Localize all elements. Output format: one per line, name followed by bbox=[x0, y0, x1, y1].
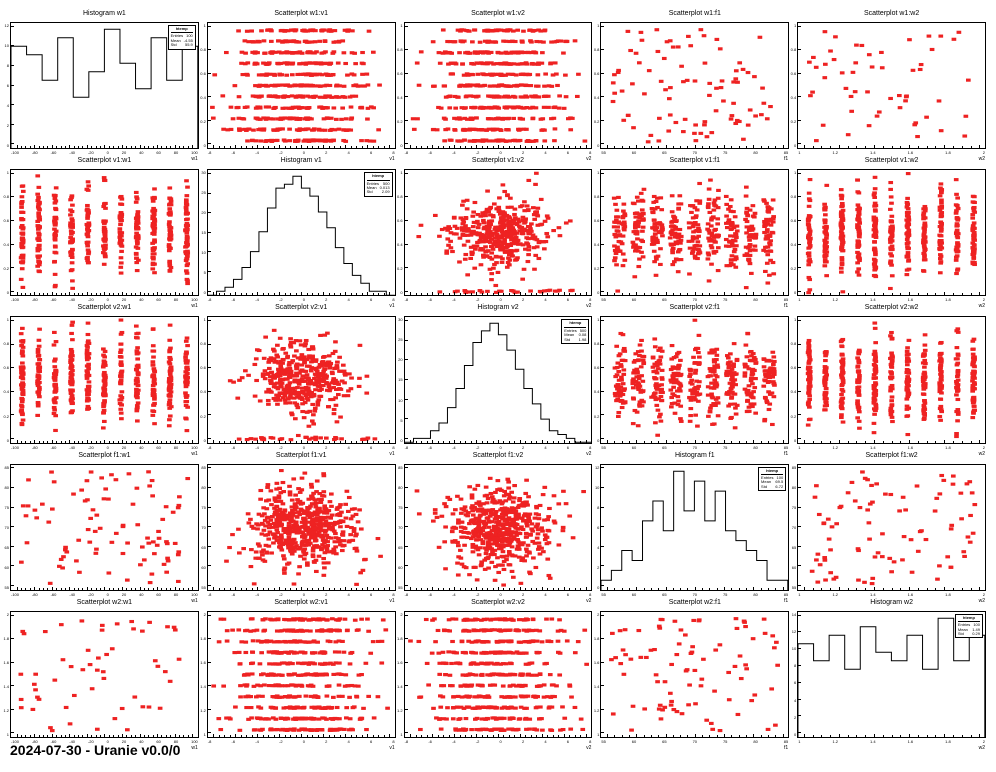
plot-area: htempEntries100Mean-4.55Std55.9-100-80-6… bbox=[10, 22, 199, 149]
footer-text: 2024-07-30 - Uranie v0.0/0 bbox=[0, 742, 996, 764]
scatter-panel: Scatterplot w1:v1 -8-6-4-20246800.20.40.6… bbox=[207, 10, 396, 149]
stats-legend: htempEntries100Mean-4.55Std55.9 bbox=[168, 25, 196, 50]
panel-title: Scatterplot w2:w1 bbox=[10, 599, 199, 609]
panel-title: Scatterplot v2:f1 bbox=[600, 304, 789, 314]
scatter-panel: Scatterplot v2:w1 -100-80-60-40-200204060… bbox=[10, 304, 199, 443]
scatter-panel: Scatterplot v1:f1 5560657075808500.20.40.… bbox=[600, 157, 789, 296]
plot-area: -8-6-4-20246855606570758085v1 bbox=[207, 464, 396, 591]
panel-title: Histogram v1 bbox=[207, 157, 396, 167]
plot-area: -100-80-60-40-2002040608010000.20.40.60.… bbox=[10, 169, 199, 296]
plot-area: -100-80-60-40-20020406080100556065707580… bbox=[10, 464, 199, 591]
stats-legend: htempEntries500Mean0.08Std1.98 bbox=[561, 319, 589, 344]
panel-title: Scatterplot w1:v2 bbox=[404, 10, 593, 20]
histogram-panel: Histogram v1 htempEntries500Mean0.013Std2… bbox=[207, 157, 396, 296]
histogram-panel: Histogram v2 htempEntries500Mean0.08Std1.… bbox=[404, 304, 593, 443]
plot-area: 11.21.41.61.8255606570758085w2 bbox=[797, 464, 986, 591]
panel-title: Histogram v2 bbox=[404, 304, 593, 314]
plot-area: -8-6-4-20246800.20.40.60.81v2 bbox=[404, 169, 593, 296]
panel-title: Histogram f1 bbox=[600, 452, 789, 462]
plot-area: 5560657075808500.20.40.60.81f1 bbox=[600, 316, 789, 443]
plot-area: htempEntries100Mean69.5Std6.725560657075… bbox=[600, 464, 789, 591]
plot-area: -8-6-4-20246800.20.40.60.81v2 bbox=[404, 22, 593, 149]
scatter-panel: Scatterplot w2:f1 5560657075808511.21.41.… bbox=[600, 599, 789, 738]
scatter-panel: Scatterplot f1:v1 -8-6-4-2024685560657075… bbox=[207, 452, 396, 591]
plot-area: -8-6-4-20246811.21.41.61.82v2 bbox=[404, 611, 593, 738]
pairplot-grid: Histogram w1 htempEntries100Mean-4.55Std5… bbox=[0, 0, 996, 742]
panel-title: Histogram w1 bbox=[10, 10, 199, 20]
panel-title: Scatterplot v1:v2 bbox=[404, 157, 593, 167]
panel-title: Scatterplot v1:f1 bbox=[600, 157, 789, 167]
scatter-panel: Scatterplot w2:v2 -8-6-4-20246811.21.41.6… bbox=[404, 599, 593, 738]
stats-legend: htempEntries100Mean69.5Std6.72 bbox=[758, 467, 786, 492]
scatter-panel: Scatterplot v2:f1 5560657075808500.20.40.… bbox=[600, 304, 789, 443]
plot-area: 5560657075808500.20.40.60.81f1 bbox=[600, 169, 789, 296]
plot-area: -8-6-4-20246800.20.40.60.81v1 bbox=[207, 22, 396, 149]
panel-title: Scatterplot w1:w2 bbox=[797, 10, 986, 20]
panel-title: Scatterplot v1:w2 bbox=[797, 157, 986, 167]
histogram-panel: Histogram f1 htempEntries100Mean69.5Std6.… bbox=[600, 452, 789, 591]
plot-area: htempEntries100Mean1.49Std0.2911.21.41.6… bbox=[797, 611, 986, 738]
scatter-panel: Scatterplot v1:v2 -8-6-4-20246800.20.40.6… bbox=[404, 157, 593, 296]
stats-legend: htempEntries500Mean0.013Std2.09 bbox=[364, 172, 393, 197]
plot-area: htempEntries500Mean0.08Std1.98-8-6-4-202… bbox=[404, 316, 593, 443]
panel-title: Scatterplot w2:v2 bbox=[404, 599, 593, 609]
scatter-panel: Scatterplot w2:v1 -8-6-4-20246811.21.41.6… bbox=[207, 599, 396, 738]
panel-title: Scatterplot v2:w2 bbox=[797, 304, 986, 314]
plot-area: 11.21.41.61.8200.20.40.60.81w2 bbox=[797, 316, 986, 443]
plot-area: 11.21.41.61.8200.20.40.60.81w2 bbox=[797, 169, 986, 296]
scatter-panel: Scatterplot w1:w2 11.21.41.61.8200.20.40.… bbox=[797, 10, 986, 149]
plot-area: -100-80-60-40-2002040608010011.21.41.61.… bbox=[10, 611, 199, 738]
scatter-panel: Scatterplot v2:v1 -8-6-4-20246800.20.40.6… bbox=[207, 304, 396, 443]
panel-title: Scatterplot v2:w1 bbox=[10, 304, 199, 314]
scatter-panel: Scatterplot f1:v2 -8-6-4-2024685560657075… bbox=[404, 452, 593, 591]
panel-title: Scatterplot f1:v1 bbox=[207, 452, 396, 462]
panel-title: Histogram w2 bbox=[797, 599, 986, 609]
panel-title: Scatterplot w1:f1 bbox=[600, 10, 789, 20]
plot-area: -8-6-4-20246855606570758085v2 bbox=[404, 464, 593, 591]
plot-area: 5560657075808500.20.40.60.81f1 bbox=[600, 22, 789, 149]
panel-title: Scatterplot f1:w2 bbox=[797, 452, 986, 462]
plot-area: 11.21.41.61.8200.20.40.60.81w2 bbox=[797, 22, 986, 149]
scatter-panel: Scatterplot w1:f1 5560657075808500.20.40.… bbox=[600, 10, 789, 149]
plot-area: -8-6-4-20246800.20.40.60.81v1 bbox=[207, 316, 396, 443]
scatter-panel: Scatterplot v1:w1 -100-80-60-40-200204060… bbox=[10, 157, 199, 296]
panel-title: Scatterplot f1:v2 bbox=[404, 452, 593, 462]
panel-title: Scatterplot w2:f1 bbox=[600, 599, 789, 609]
scatter-panel: Scatterplot f1:w1 -100-80-60-40-200204060… bbox=[10, 452, 199, 591]
plot-area: -8-6-4-20246811.21.41.61.82v1 bbox=[207, 611, 396, 738]
stats-legend: htempEntries100Mean1.49Std0.29 bbox=[955, 614, 983, 639]
panel-title: Scatterplot w1:v1 bbox=[207, 10, 396, 20]
plot-area: -100-80-60-40-2002040608010000.20.40.60.… bbox=[10, 316, 199, 443]
panel-title: Scatterplot v2:v1 bbox=[207, 304, 396, 314]
scatter-panel: Scatterplot v1:w2 11.21.41.61.8200.20.40.… bbox=[797, 157, 986, 296]
scatter-panel: Scatterplot w2:w1 -100-80-60-40-200204060… bbox=[10, 599, 199, 738]
plot-area: 5560657075808511.21.41.61.82f1 bbox=[600, 611, 789, 738]
histogram-panel: Histogram w2 htempEntries100Mean1.49Std0.… bbox=[797, 599, 986, 738]
plot-area: htempEntries500Mean0.013Std2.09-8-6-4-20… bbox=[207, 169, 396, 296]
scatter-panel: Scatterplot f1:w2 11.21.41.61.82556065707… bbox=[797, 452, 986, 591]
scatter-panel: Scatterplot v2:w2 11.21.41.61.8200.20.40.… bbox=[797, 304, 986, 443]
panel-title: Scatterplot v1:w1 bbox=[10, 157, 199, 167]
scatter-panel: Scatterplot w1:v2 -8-6-4-20246800.20.40.6… bbox=[404, 10, 593, 149]
histogram-panel: Histogram w1 htempEntries100Mean-4.55Std5… bbox=[10, 10, 199, 149]
panel-title: Scatterplot w2:v1 bbox=[207, 599, 396, 609]
panel-title: Scatterplot f1:w1 bbox=[10, 452, 199, 462]
